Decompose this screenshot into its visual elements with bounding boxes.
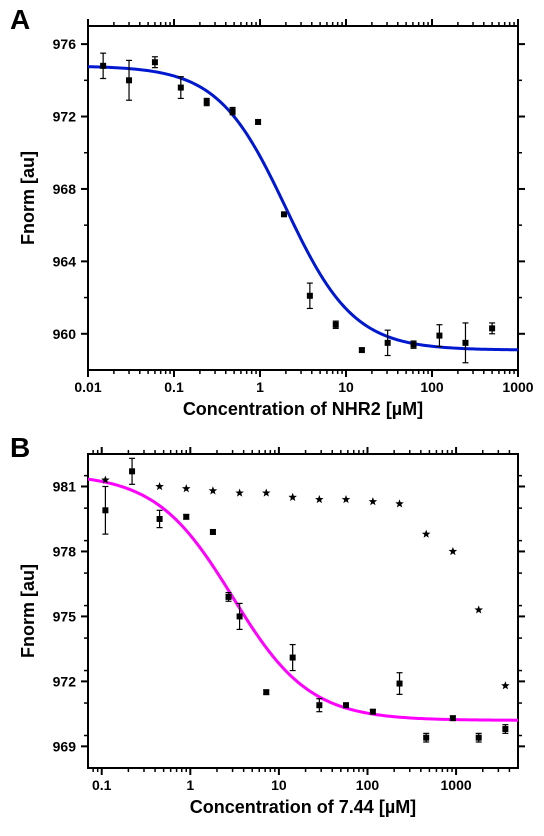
svg-text:968: 968 (53, 181, 77, 197)
panel-b-label: B (10, 432, 30, 464)
svg-text:100: 100 (356, 777, 380, 793)
svg-text:981: 981 (53, 478, 77, 494)
panel-a-label: A (10, 4, 30, 36)
svg-text:Concentration of 7.44 [µM]: Concentration of 7.44 [µM] (190, 797, 416, 817)
svg-text:1000: 1000 (441, 777, 472, 793)
svg-text:964: 964 (53, 253, 77, 269)
svg-text:0.1: 0.1 (164, 379, 184, 395)
svg-text:978: 978 (53, 543, 77, 559)
svg-text:0.01: 0.01 (74, 379, 101, 395)
svg-text:1000: 1000 (502, 379, 533, 395)
svg-text:972: 972 (53, 109, 77, 125)
svg-text:Fnorm [au]: Fnorm [au] (18, 564, 38, 658)
svg-text:972: 972 (53, 673, 77, 689)
svg-text:976: 976 (53, 36, 77, 52)
svg-text:10: 10 (271, 777, 287, 793)
svg-text:1: 1 (186, 777, 194, 793)
svg-text:969: 969 (53, 738, 77, 754)
figure-container: A B 0.01 0.1 1 10 100 1000 960 964 968 972 976 Conc… (0, 0, 544, 836)
svg-text:960: 960 (53, 326, 77, 342)
svg-text:975: 975 (53, 608, 77, 624)
svg-text:0.1: 0.1 (92, 777, 112, 793)
svg-text:1: 1 (256, 379, 264, 395)
svg-text:100: 100 (420, 379, 444, 395)
svg-text:10: 10 (338, 379, 354, 395)
svg-text:Concentration of NHR2 [µM]: Concentration of NHR2 [µM] (183, 399, 423, 419)
svg-text:Fnorm [au]: Fnorm [au] (18, 151, 38, 245)
figure-svg: 0.01 0.1 1 10 100 1000 960 964 968 972 976 Concentr… (0, 0, 544, 836)
